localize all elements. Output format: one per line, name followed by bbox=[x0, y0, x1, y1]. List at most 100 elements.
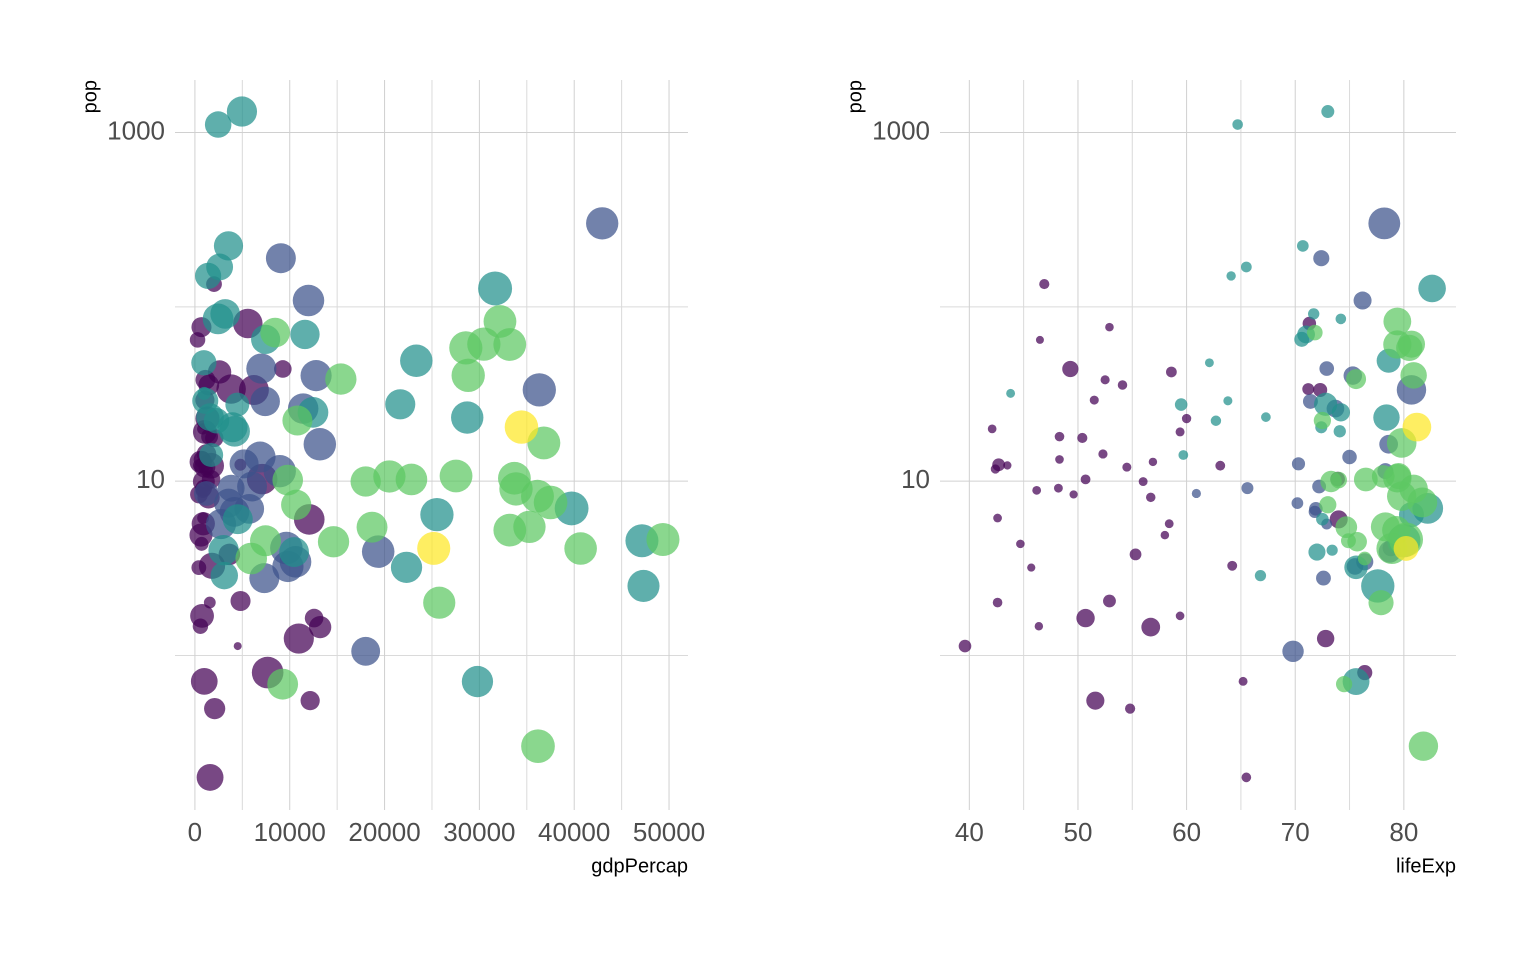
point bbox=[222, 504, 253, 535]
point bbox=[1335, 516, 1358, 539]
point bbox=[1027, 563, 1036, 572]
point bbox=[1400, 362, 1427, 389]
point bbox=[1407, 487, 1438, 518]
x-tick-label: 80 bbox=[1389, 817, 1418, 847]
point bbox=[449, 331, 483, 365]
point bbox=[1223, 396, 1233, 406]
point bbox=[1105, 322, 1114, 332]
point bbox=[250, 386, 280, 417]
point bbox=[1141, 617, 1161, 637]
point bbox=[190, 667, 218, 695]
point bbox=[1291, 457, 1306, 471]
point bbox=[1175, 611, 1185, 621]
point bbox=[1313, 250, 1330, 267]
point bbox=[265, 243, 296, 274]
point bbox=[1282, 640, 1304, 663]
point bbox=[1319, 361, 1335, 376]
point bbox=[451, 358, 485, 393]
point bbox=[1069, 490, 1078, 499]
point bbox=[586, 207, 619, 240]
point bbox=[1232, 119, 1243, 130]
point bbox=[1100, 375, 1110, 385]
point bbox=[373, 460, 406, 493]
x-tick-label: 50 bbox=[1064, 817, 1093, 847]
point bbox=[229, 449, 259, 479]
point bbox=[992, 597, 1003, 608]
point bbox=[226, 96, 258, 127]
point bbox=[1373, 404, 1400, 431]
point bbox=[361, 535, 395, 568]
point bbox=[274, 360, 292, 378]
point bbox=[1035, 335, 1044, 344]
point bbox=[1098, 449, 1108, 459]
point bbox=[627, 569, 660, 602]
x-tick-label: 20000 bbox=[348, 817, 420, 847]
point bbox=[1003, 461, 1012, 470]
point bbox=[1393, 535, 1419, 561]
point bbox=[990, 464, 1001, 474]
point bbox=[213, 231, 244, 261]
point bbox=[1164, 519, 1174, 529]
point bbox=[233, 642, 242, 651]
point bbox=[1032, 485, 1042, 495]
point bbox=[1086, 691, 1105, 710]
point bbox=[522, 373, 556, 407]
point bbox=[1240, 261, 1252, 273]
point bbox=[478, 271, 513, 306]
point bbox=[1215, 460, 1226, 471]
point bbox=[1321, 105, 1335, 119]
point bbox=[1368, 590, 1394, 616]
point bbox=[493, 328, 527, 361]
point bbox=[250, 525, 282, 557]
point bbox=[260, 317, 290, 348]
point bbox=[1146, 492, 1156, 503]
point bbox=[400, 344, 433, 378]
point bbox=[1166, 366, 1177, 378]
point bbox=[1353, 291, 1372, 310]
point bbox=[300, 360, 332, 392]
point bbox=[385, 389, 416, 420]
point bbox=[246, 353, 277, 384]
point bbox=[1181, 413, 1192, 424]
point bbox=[1333, 425, 1346, 438]
point bbox=[1241, 482, 1254, 495]
point bbox=[1302, 383, 1315, 396]
x-tick-label: 40 bbox=[955, 817, 984, 847]
point bbox=[1316, 570, 1331, 586]
point bbox=[417, 531, 451, 565]
point bbox=[1117, 380, 1128, 390]
point bbox=[1306, 324, 1323, 341]
point bbox=[1383, 330, 1412, 359]
point bbox=[300, 691, 320, 711]
point bbox=[451, 401, 484, 434]
point bbox=[202, 303, 234, 335]
point bbox=[504, 410, 539, 444]
point bbox=[1174, 398, 1188, 411]
y-axis-title: pop bbox=[844, 80, 866, 113]
point bbox=[439, 459, 473, 493]
point bbox=[564, 532, 597, 565]
point bbox=[199, 443, 224, 467]
point bbox=[1241, 772, 1252, 783]
point bbox=[1077, 432, 1088, 444]
point bbox=[1335, 313, 1347, 325]
point bbox=[351, 636, 381, 666]
x-axis-title: gdpPercap bbox=[591, 855, 688, 877]
point bbox=[1148, 457, 1158, 467]
point bbox=[1227, 560, 1238, 571]
point bbox=[521, 729, 555, 764]
point bbox=[1371, 465, 1395, 488]
point bbox=[1383, 307, 1412, 336]
point bbox=[1294, 331, 1310, 347]
point bbox=[1053, 483, 1063, 493]
point bbox=[225, 392, 250, 417]
point bbox=[1319, 496, 1337, 514]
point bbox=[1330, 471, 1347, 489]
point bbox=[993, 513, 1002, 523]
point bbox=[272, 464, 304, 496]
point bbox=[1291, 497, 1304, 509]
point bbox=[1308, 308, 1320, 320]
point bbox=[1122, 462, 1132, 472]
point bbox=[1076, 608, 1095, 628]
x-tick-label: 30000 bbox=[443, 817, 515, 847]
